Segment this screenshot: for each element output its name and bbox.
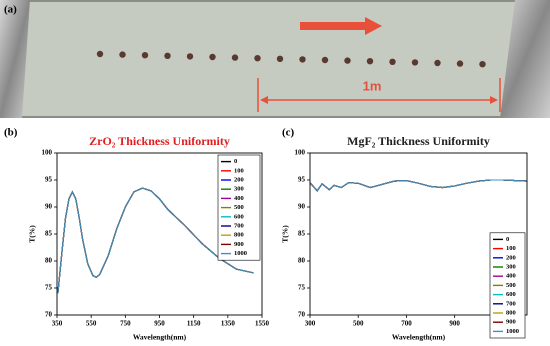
x-tick-label: 750 (120, 320, 131, 328)
scale-arrowhead (490, 96, 498, 104)
y-tick-label: 95 (45, 176, 53, 184)
y-tick-label: 100 (42, 149, 53, 157)
hole (321, 56, 329, 64)
series-line (309, 179, 528, 192)
y-axis-label: T(%) (281, 225, 290, 243)
legend-label: 600 (506, 291, 516, 298)
legend-label: 100 (234, 167, 244, 174)
x-tick-label: 1150 (187, 320, 201, 328)
series-line (309, 179, 528, 192)
panel-label: (c) (282, 127, 295, 139)
series-line (309, 179, 528, 192)
hole (186, 53, 194, 60)
legend-label: 800 (506, 309, 516, 316)
x-tick-label: 900 (449, 320, 460, 328)
legend-label: 900 (506, 319, 516, 326)
hole (96, 50, 104, 58)
legend-label: 600 (234, 213, 244, 220)
panel-label: (a) (4, 4, 17, 16)
hole (434, 59, 441, 67)
hole (164, 52, 171, 59)
foil-right (500, 0, 550, 118)
foil-left (0, 0, 30, 118)
y-tick-label: 75 (45, 284, 53, 292)
series-line (309, 179, 528, 192)
y-tick-label: 70 (45, 311, 53, 319)
plot-frame (56, 152, 263, 316)
legend-label: 200 (506, 254, 516, 261)
hole (209, 53, 216, 61)
legend-label: 500 (234, 204, 244, 211)
hole (141, 52, 149, 59)
y-tick-label: 100 (295, 149, 306, 157)
sample-holes (96, 50, 486, 68)
x-tick-label: 350 (52, 320, 63, 328)
series-line (309, 179, 528, 192)
legend-label: 700 (234, 222, 244, 229)
series-line (309, 179, 528, 192)
hole (456, 60, 464, 67)
x-tick-label: 700 (401, 320, 412, 328)
series-line (309, 179, 528, 192)
x-axis-label: Wavelength(nm) (133, 333, 187, 342)
x-axis-label: Wavelength(nm) (392, 333, 446, 342)
series-line (309, 179, 528, 192)
legend-label: 300 (234, 186, 244, 193)
series-line (309, 179, 528, 192)
series-line (57, 187, 254, 294)
chart-title: MgF₂ Thickness Uniformity (347, 134, 490, 148)
legend-label: 1000 (506, 328, 519, 335)
x-tick-label: 1350 (221, 320, 236, 328)
x-tick-label: 300 (305, 320, 316, 328)
hole (479, 60, 486, 68)
y-tick-label: 95 (298, 176, 306, 184)
panel-label: (b) (4, 127, 18, 139)
legend-label: 200 (234, 176, 244, 183)
y-tick-label: 80 (45, 257, 53, 265)
y-axis-label: T(%) (28, 225, 37, 243)
series-line (309, 179, 528, 192)
legend-label: 400 (506, 273, 516, 280)
y-tick-label: 80 (298, 257, 306, 265)
legend-label: 0 (506, 236, 509, 243)
scale-arrowhead (260, 96, 268, 104)
y-tick-label: 90 (298, 203, 306, 211)
legend-label: 700 (506, 300, 516, 307)
hole (366, 58, 374, 65)
photo: 1m (a) (0, 0, 550, 118)
hole (231, 54, 239, 61)
x-tick-label: 550 (86, 320, 97, 328)
hole (411, 59, 419, 66)
hole (344, 57, 351, 64)
legend-label: 0 (234, 158, 237, 165)
x-tick-label: 950 (154, 320, 165, 328)
x-tick-label: 1550 (255, 320, 270, 328)
legend-label: 400 (234, 195, 244, 202)
glass-plate (18, 2, 528, 116)
y-tick-label: 85 (298, 230, 306, 238)
legend-label: 300 (506, 263, 516, 270)
chart-title: ZrO₂ Thickness Uniformity (89, 134, 230, 148)
plot-frame (309, 152, 528, 316)
legend-label: 900 (234, 241, 244, 248)
hole (119, 51, 126, 58)
legend-label: 800 (234, 232, 244, 239)
hole (254, 55, 261, 62)
x-tick-label: 500 (353, 320, 364, 328)
series-line (309, 179, 528, 192)
legend-label: 1000 (234, 250, 247, 257)
y-tick-label: 75 (298, 284, 306, 292)
hole (389, 58, 396, 65)
hole (276, 55, 284, 62)
legend-label: 500 (506, 282, 516, 289)
y-tick-label: 90 (45, 203, 53, 211)
hole (299, 56, 306, 63)
direction-arrow (300, 17, 382, 35)
scale-label: 1m (363, 78, 382, 93)
y-tick-label: 85 (45, 230, 53, 238)
legend-label: 100 (506, 245, 516, 252)
y-tick-label: 70 (298, 311, 306, 319)
